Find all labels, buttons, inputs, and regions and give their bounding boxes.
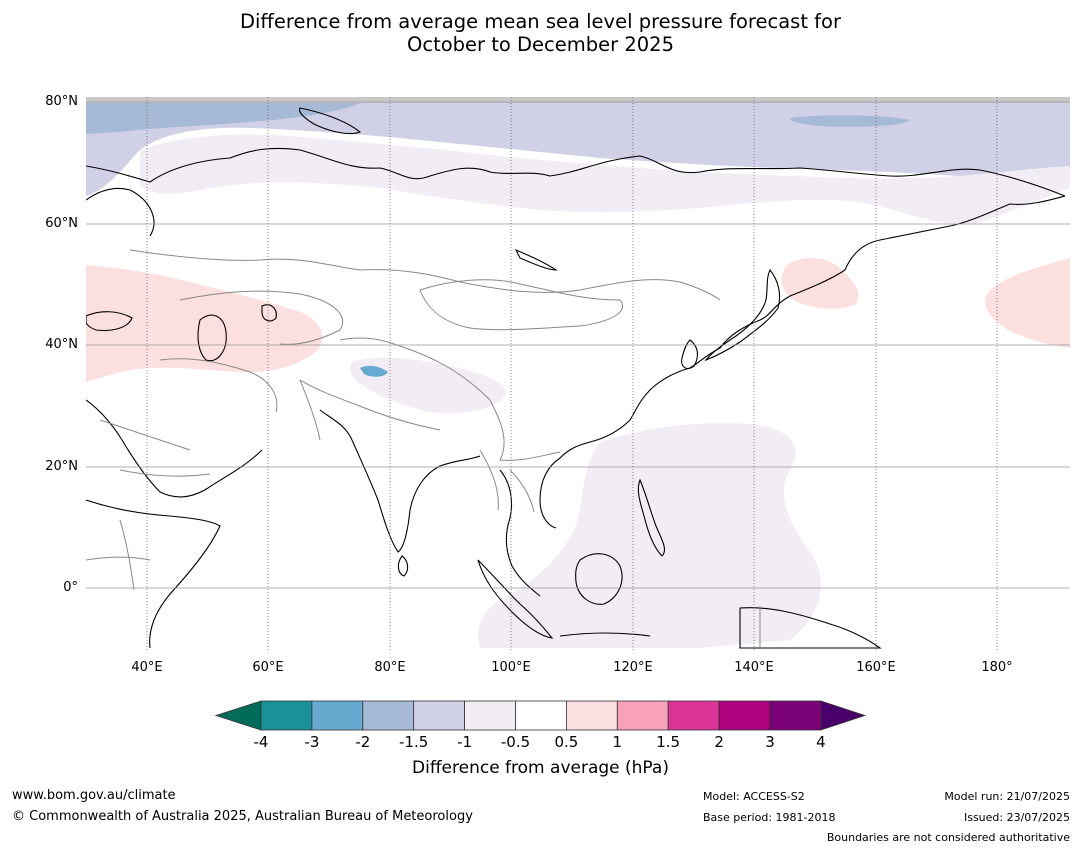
north-pacific-positive-anomaly bbox=[985, 258, 1070, 348]
lon-label-160e: 160°E bbox=[856, 660, 896, 675]
colorbar-tick-label: -3 bbox=[304, 733, 320, 751]
lat-label-0: 0° bbox=[63, 580, 78, 595]
lat-label-60n: 60°N bbox=[45, 216, 78, 231]
colorbar-tick-label: 1.5 bbox=[656, 733, 681, 751]
colorbar-bin bbox=[413, 700, 466, 731]
tibet-local-negative bbox=[360, 365, 388, 377]
colorbar-tick-label: 3 bbox=[765, 733, 775, 751]
coastlines bbox=[86, 107, 1066, 649]
mongolia-border bbox=[419, 279, 623, 331]
india-north-border bbox=[299, 379, 441, 431]
website-link[interactable]: www.bom.gov.au/climate bbox=[12, 788, 176, 803]
central-asia-positive-anomaly bbox=[86, 265, 323, 382]
india-coastline bbox=[319, 409, 481, 553]
borneo-coastline bbox=[575, 553, 623, 605]
model-run-text: Model run: 21/07/2025 bbox=[944, 790, 1070, 803]
colorbar-tick-label: -1.5 bbox=[399, 733, 429, 751]
java-coastline bbox=[559, 632, 651, 637]
colorbar-bin bbox=[311, 700, 364, 731]
country-borders bbox=[86, 249, 761, 648]
aral-coastline bbox=[261, 304, 277, 322]
base-period-text: Base period: 1981-2018 bbox=[703, 811, 836, 824]
lon-label-180: 180° bbox=[981, 660, 1013, 675]
colorbar-tick-label: 1 bbox=[612, 733, 623, 751]
colorbar-extend-max bbox=[820, 700, 867, 731]
lat-label-80n: 80°N bbox=[45, 94, 78, 109]
arabia-coastline bbox=[86, 399, 263, 498]
japan-coastline bbox=[704, 268, 781, 362]
colorbar-tick-label: 0.5 bbox=[554, 733, 579, 751]
kazakhstan-border bbox=[179, 290, 343, 345]
sumatra-coastline bbox=[477, 559, 554, 639]
title-line-1: Difference from average mean sea level p… bbox=[240, 10, 841, 33]
africa-horn-coastline bbox=[86, 499, 221, 649]
no-data-strip bbox=[86, 97, 1070, 103]
colorbar-bin bbox=[515, 700, 567, 731]
colorbar-swatches bbox=[214, 700, 867, 731]
graticule bbox=[86, 97, 1070, 650]
india-pakistan-border bbox=[299, 379, 321, 441]
baikal-coastline bbox=[514, 248, 558, 271]
china-border bbox=[339, 337, 561, 461]
asia-east-coastline bbox=[539, 195, 1066, 529]
arctic-coastline bbox=[86, 147, 1066, 197]
forecast-map bbox=[86, 97, 1070, 650]
colorbar-bin bbox=[566, 700, 618, 731]
lon-label-140e: 140°E bbox=[734, 660, 774, 675]
lat-label-40n: 40°N bbox=[45, 337, 78, 352]
tibet-weak-negative bbox=[350, 357, 506, 414]
anomaly-shading bbox=[86, 97, 1070, 650]
colorbar-bin bbox=[667, 700, 720, 731]
lon-label-40e: 40°E bbox=[131, 660, 163, 675]
colorbar-tick-label: -2 bbox=[355, 733, 371, 751]
colorbar-tick-label: -0.5 bbox=[500, 733, 531, 751]
colorbar-bin bbox=[769, 700, 822, 731]
philippines-coastline bbox=[637, 478, 665, 557]
colorbar-label: Difference from average (hPa) bbox=[412, 758, 669, 778]
korea-coastline bbox=[681, 339, 699, 369]
lon-label-60e: 60°E bbox=[252, 660, 284, 675]
colorbar-tick-label: -1 bbox=[457, 733, 473, 751]
colorbar-bin bbox=[362, 700, 415, 731]
lon-label-120e: 120°E bbox=[613, 660, 653, 675]
arctic-negative-anomaly bbox=[86, 103, 1070, 196]
colorbar-bin bbox=[718, 700, 771, 731]
colorbar-bin bbox=[464, 700, 516, 731]
novaya-zemlya-coastline bbox=[299, 107, 362, 135]
indochina-borders bbox=[479, 449, 535, 513]
lon-label-80e: 80°E bbox=[374, 660, 406, 675]
scandinavia-coastline bbox=[86, 187, 155, 237]
siberia-weak-negative bbox=[140, 134, 1070, 224]
africa-borders bbox=[86, 519, 151, 591]
title-line-2: October to December 2025 bbox=[407, 33, 674, 56]
colorbar-bin bbox=[260, 700, 313, 731]
issued-text: Issued: 23/07/2025 bbox=[963, 811, 1070, 824]
chart-title: Difference from average mean sea level p… bbox=[0, 10, 1081, 56]
colorbar-tick-label: -4 bbox=[253, 733, 269, 751]
disclaimer-text: Boundaries are not considered authoritat… bbox=[826, 831, 1070, 844]
iran-border bbox=[159, 358, 278, 413]
longitude-lines bbox=[146, 97, 998, 650]
russia-south-border bbox=[129, 249, 721, 301]
copyright-text: © Commonwealth of Australia 2025, Austra… bbox=[12, 809, 473, 824]
lon-label-100e: 100°E bbox=[491, 660, 531, 675]
colorbar-bin bbox=[616, 700, 669, 731]
indochina-coastline bbox=[499, 469, 541, 597]
colorbar-extend-min bbox=[214, 700, 262, 731]
new-guinea-coastline bbox=[739, 607, 882, 649]
black-sea-coastline bbox=[86, 311, 133, 332]
sri-lanka-coastline bbox=[397, 555, 409, 577]
caspian-coastline bbox=[197, 314, 227, 362]
colorbar-tick-label: 4 bbox=[816, 733, 826, 751]
lat-label-20n: 20°N bbox=[45, 459, 78, 474]
arabia-borders bbox=[99, 419, 211, 477]
latitude-lines bbox=[86, 101, 1070, 589]
barents-stronger-negative bbox=[86, 103, 360, 134]
colorbar-tick-label: 2 bbox=[714, 733, 724, 751]
east-siberian-stronger-negative bbox=[790, 115, 910, 127]
model-text: Model: ACCESS-S2 bbox=[703, 790, 805, 803]
